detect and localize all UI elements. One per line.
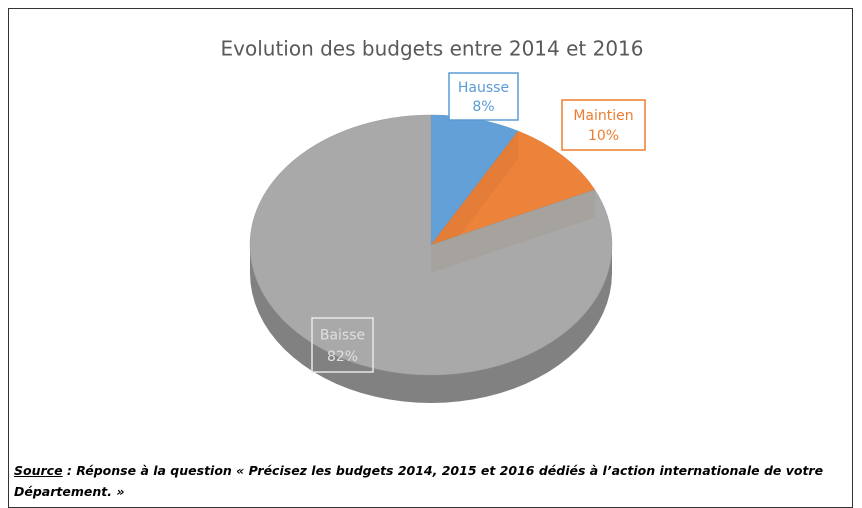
data-label: Maintien 10% — [561, 99, 646, 151]
pie-side — [250, 245, 612, 403]
pie-slice — [430, 130, 596, 246]
value-label: 82% — [327, 349, 358, 365]
value-label: 10% — [588, 128, 619, 144]
data-label-box — [448, 72, 519, 121]
data-label-box — [561, 99, 646, 151]
chart: Evolution des budgets entre 2014 et 2016… — [221, 37, 646, 403]
source-label: Source — [14, 463, 63, 478]
source-caption: Source : Réponse à la question « Précise… — [14, 460, 849, 502]
value-label: 8% — [472, 99, 494, 115]
data-label: Baisse 82% — [311, 317, 374, 373]
data-label: Hausse 8% — [448, 72, 519, 121]
source-text: : Réponse à la question « Précisez les b… — [14, 463, 824, 499]
chart-title: Evolution des budgets entre 2014 et 2016 — [221, 37, 644, 61]
category-label: Maintien — [573, 108, 633, 124]
category-label: Baisse — [320, 327, 365, 343]
pie-slice — [249, 114, 613, 376]
data-label-box — [311, 317, 374, 373]
category-label: Hausse — [458, 80, 509, 96]
